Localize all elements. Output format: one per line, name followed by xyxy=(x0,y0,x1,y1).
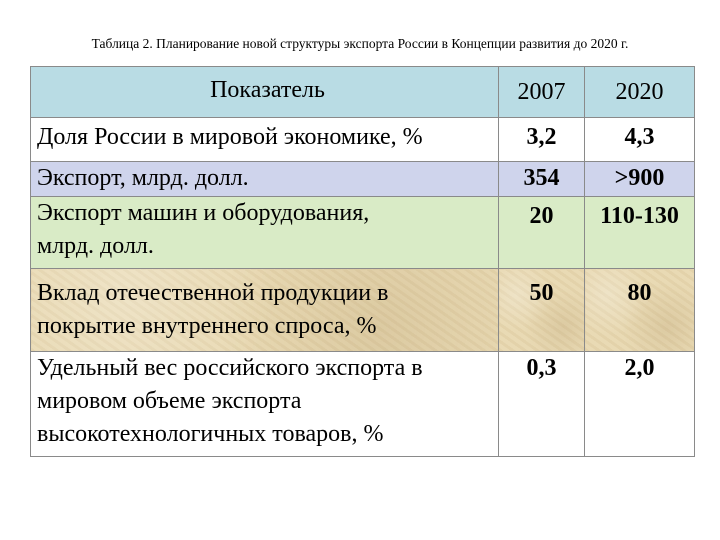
indicator-line: высокотехнологичных товаров, % xyxy=(37,421,384,447)
table-row: Вклад отечественной продукции в покрытие… xyxy=(30,268,695,352)
value-2007: 50 xyxy=(498,268,585,352)
value-2007: 0,3 xyxy=(498,351,585,457)
header-indicator: Показатель xyxy=(30,66,499,118)
value-2007: 20 xyxy=(498,196,585,269)
indicator-line: Удельный вес российского экспорта в xyxy=(37,355,423,381)
table-caption: Таблица 2. Планирование новой структуры … xyxy=(91,36,629,51)
row-indicator: Экспорт машин и оборудования, млрд. долл… xyxy=(30,196,499,269)
row-indicator: Доля России в мировой экономике, % xyxy=(30,117,499,162)
value-2007: 3,2 xyxy=(498,117,585,162)
indicator-line: мировом объеме экспорта xyxy=(37,388,302,414)
indicator-line: покрытие внутреннего спроса, % xyxy=(37,313,377,339)
value-2020: >900 xyxy=(584,161,695,197)
row-indicator: Удельный вес российского экспорта в миро… xyxy=(30,351,499,457)
row-indicator: Вклад отечественной продукции в покрытие… xyxy=(30,268,499,352)
row-indicator: Экспорт, млрд. долл. xyxy=(30,161,499,197)
indicator-line: Экспорт, млрд. долл. xyxy=(37,165,249,191)
table-header-row: Показатель 2007 2020 xyxy=(30,66,695,118)
table-row: Экспорт, млрд. долл. 354 >900 xyxy=(30,161,695,197)
indicator-line: Вклад отечественной продукции в xyxy=(37,280,389,306)
table-row: Удельный вес российского экспорта в миро… xyxy=(30,351,695,457)
value-2020: 110-130 xyxy=(584,196,695,269)
indicator-line: Экспорт машин и оборудования, xyxy=(37,200,370,226)
value-2020: 4,3 xyxy=(584,117,695,162)
table-row: Доля России в мировой экономике, % 3,2 4… xyxy=(30,117,695,162)
value-2007: 354 xyxy=(498,161,585,197)
table-row: Экспорт машин и оборудования, млрд. долл… xyxy=(30,196,695,269)
value-2020: 2,0 xyxy=(584,351,695,457)
value-2020: 80 xyxy=(584,268,695,352)
header-year-2020: 2020 xyxy=(584,66,695,118)
header-year-2007: 2007 xyxy=(498,66,585,118)
indicator-line: Доля России в мировой экономике, % xyxy=(37,124,423,150)
export-structure-table: Показатель 2007 2020 Доля России в миров… xyxy=(30,66,695,457)
indicator-line: млрд. долл. xyxy=(37,233,154,259)
